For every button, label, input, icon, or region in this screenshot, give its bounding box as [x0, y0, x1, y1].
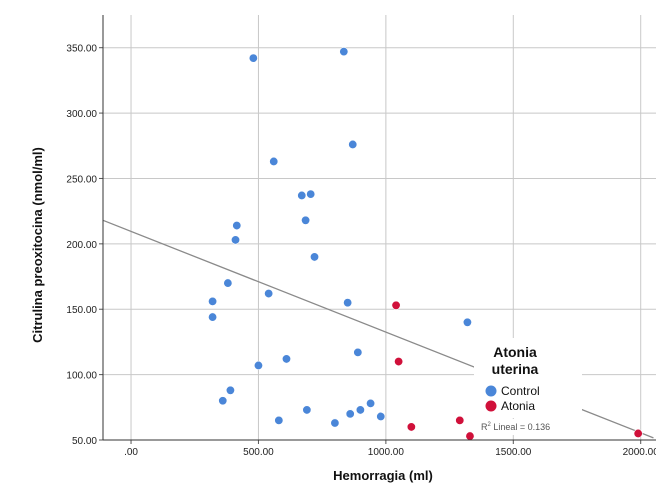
legend-title-line-2: uterina [492, 361, 539, 377]
r2-label-background [478, 419, 578, 435]
data-point-control [225, 385, 235, 395]
data-point-control [345, 409, 355, 419]
y-tick-label: 350.00 [66, 44, 97, 55]
data-point-control [301, 215, 311, 225]
x-tick-label: 1000.00 [368, 447, 405, 458]
regression-line [102, 219, 514, 384]
data-point-control [353, 347, 363, 357]
data-point-control [366, 398, 376, 408]
y-tick-label: 150.00 [66, 305, 97, 316]
legend-label-control: Control [501, 384, 540, 398]
data-point-control [208, 296, 218, 306]
legend-label-atonia: Atonia [501, 399, 535, 413]
data-points [208, 47, 643, 441]
legend-title-line-1: Atonia [493, 344, 537, 360]
data-point-control [248, 53, 258, 63]
y-tick-label: 300.00 [66, 109, 97, 120]
x-tick-label: 2000.00 [623, 447, 656, 458]
data-point-control [310, 252, 320, 262]
x-tick-label: .00 [124, 447, 138, 458]
axes: .00 500.00 1000.00 1500.00 2000.00 50.00 100.0… [66, 15, 656, 458]
data-point-atonia [633, 428, 643, 438]
x-axis-title: Hemorragia (ml) [333, 468, 433, 483]
data-point-atonia [465, 431, 475, 441]
x-tick-label: 500.00 [243, 447, 274, 458]
data-point-control [264, 289, 274, 299]
data-point-control [232, 221, 242, 231]
data-point-control [302, 405, 312, 415]
y-tick-label: 50.00 [72, 436, 97, 447]
y-tick-label: 200.00 [66, 240, 97, 251]
y-axis-title: Citrulina preoxitocina (nmol/ml) [30, 147, 45, 343]
legend-marker-atonia [485, 400, 497, 412]
data-point-control [297, 190, 307, 200]
data-point-atonia [391, 300, 401, 310]
legend-marker-control [485, 385, 497, 397]
data-point-atonia [394, 357, 404, 367]
data-point-control [339, 47, 349, 57]
data-point-control [274, 415, 284, 425]
data-point-control [208, 312, 218, 322]
data-point-atonia [455, 415, 465, 425]
y-tick-label: 100.00 [66, 371, 97, 382]
data-point-control [269, 156, 279, 166]
data-point-control [253, 360, 263, 370]
data-point-control [355, 405, 365, 415]
data-point-control [343, 298, 353, 308]
legend: Atonia uterina Control Atonia [474, 338, 582, 418]
y-tick-label: 250.00 [66, 174, 97, 185]
data-point-control [348, 139, 358, 149]
data-point-control [223, 278, 233, 288]
data-point-control [281, 354, 291, 364]
x-tick-label: 1500.00 [495, 447, 532, 458]
r2-label: R2 Lineal = 0.136 [481, 422, 550, 432]
data-point-control [330, 418, 340, 428]
data-point-control [376, 411, 386, 421]
data-point-control [218, 396, 228, 406]
data-point-control [231, 235, 241, 245]
data-point-control [306, 189, 316, 199]
data-point-atonia [406, 422, 416, 432]
data-point-control [462, 317, 472, 327]
